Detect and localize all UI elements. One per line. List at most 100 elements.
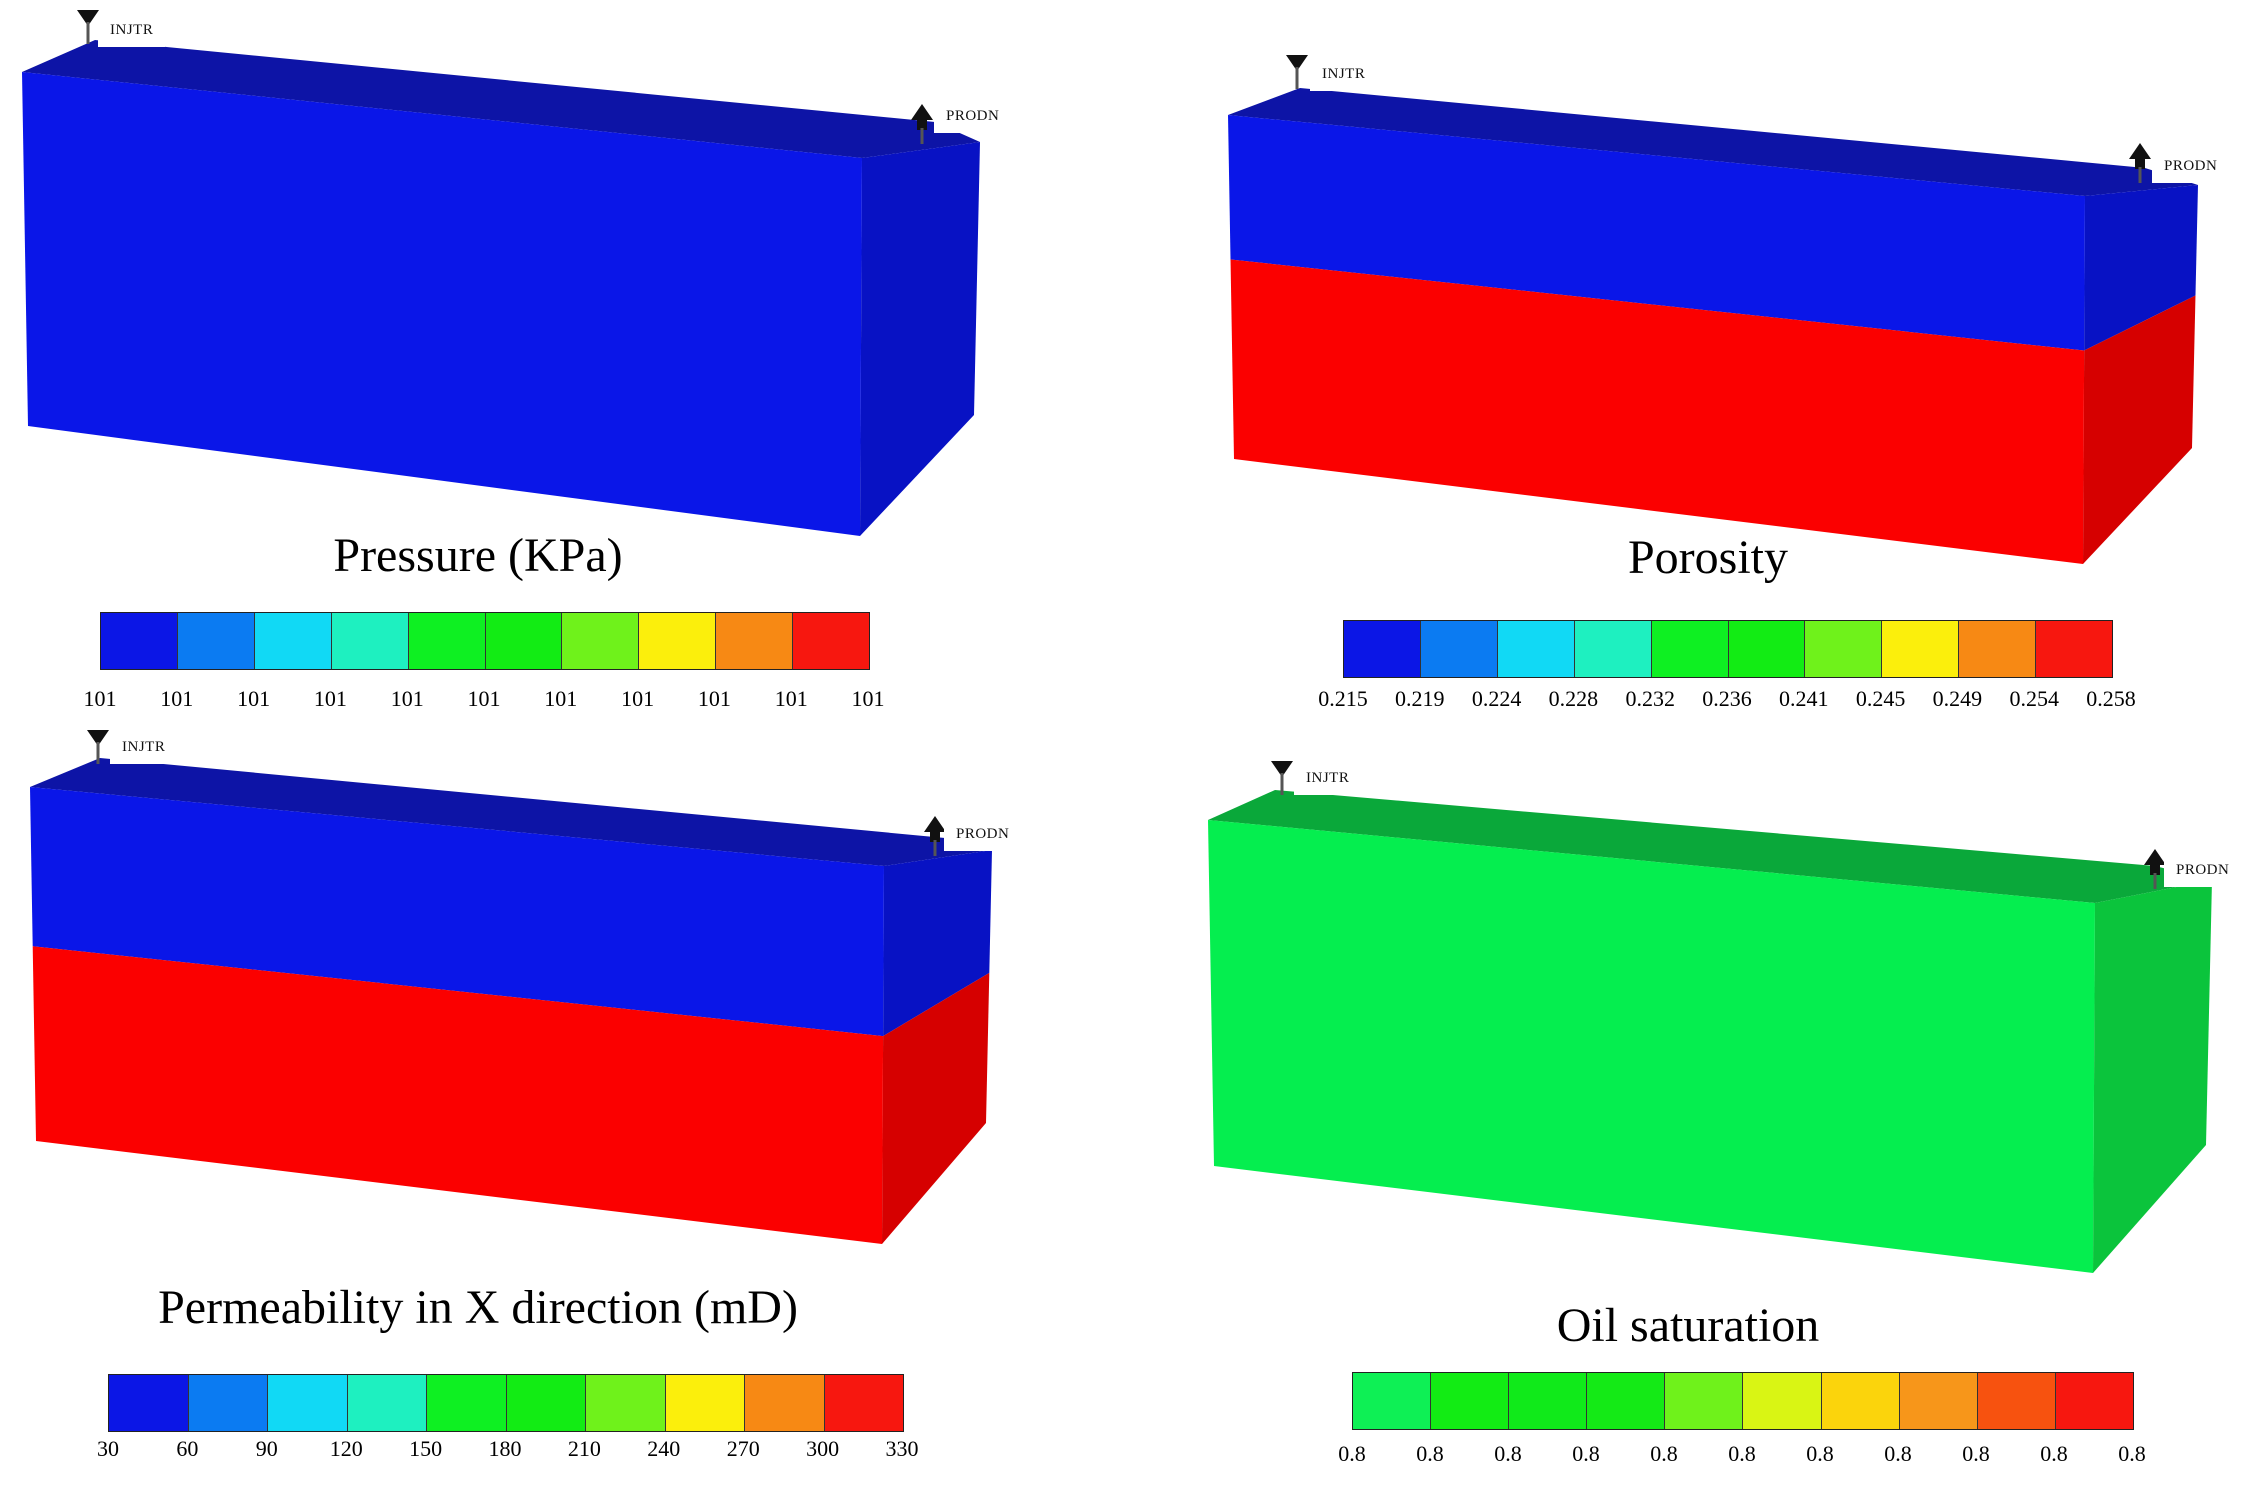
colorbar-tick-label: 90 bbox=[255, 1436, 278, 1461]
colorbar-tick-label: 270 bbox=[726, 1436, 760, 1461]
colorbar-tick-label: 0.8 bbox=[1572, 1441, 1600, 1466]
colorbar-cell bbox=[268, 1375, 348, 1431]
colorbar-cell bbox=[254, 613, 332, 669]
pressure-top-face bbox=[22, 40, 980, 158]
colorbar-cell bbox=[1353, 1373, 1432, 1429]
colorbar-cell bbox=[1743, 1373, 1822, 1429]
producer-well-icon bbox=[2144, 849, 2166, 889]
colorbar-tick-label: 101 bbox=[774, 686, 808, 711]
colorbar-tick-label: 0.8 bbox=[1494, 1441, 1522, 1466]
colorbar-cell bbox=[408, 613, 486, 669]
pressure-front-face bbox=[22, 72, 862, 536]
colorbar-tick-label: 0.241 bbox=[1779, 686, 1829, 711]
colorbar-cell bbox=[1587, 1373, 1666, 1429]
porosity-colorbar-ticks: 0.215 0.219 0.224 0.228 0.232 0.236 0.241 0.245… bbox=[1318, 686, 2136, 716]
colorbar-tick-label: 0.8 bbox=[1884, 1441, 1912, 1466]
porosity-title: Porosity bbox=[1627, 531, 1789, 584]
pressure-title: Pressure (KPa) bbox=[333, 529, 623, 582]
colorbar-tick-label: 101 bbox=[390, 686, 424, 711]
colorbar-tick-label: 0.8 bbox=[1416, 1441, 1444, 1466]
oil-saturation-block bbox=[1208, 761, 2212, 1273]
porosity-front-lower-layer bbox=[1230, 259, 2085, 564]
colorbar-tick-label: 0.215 bbox=[1318, 686, 1368, 711]
porosity-side-lower-layer bbox=[2083, 295, 2196, 564]
colorbar-cell bbox=[485, 613, 563, 669]
colorbar-tick-label: 0.8 bbox=[1338, 1441, 1366, 1466]
colorbar-tick-label: 0.254 bbox=[2009, 686, 2059, 711]
oil-saturation-title: Oil saturation bbox=[1556, 1299, 1820, 1352]
colorbar-tick-label: 0.258 bbox=[2086, 686, 2136, 711]
colorbar-cell bbox=[745, 1375, 825, 1431]
colorbar-cell bbox=[1420, 621, 1498, 677]
colorbar-cell bbox=[101, 613, 178, 669]
colorbar-tick-label: 240 bbox=[647, 1436, 681, 1461]
colorbar-tick-label: 101 bbox=[313, 686, 347, 711]
colorbar-tick-label: 0.8 bbox=[2040, 1441, 2068, 1466]
colorbar-tick-label: 0.8 bbox=[2118, 1441, 2146, 1466]
producer-well-icon bbox=[924, 816, 946, 856]
colorbar-tick-label: 0.236 bbox=[1702, 686, 1752, 711]
oil-saturation-colorbar-ticks: 0.8 0.8 0.8 0.8 0.8 0.8 0.8 0.8 0.8 0.8 0.8 bbox=[1338, 1441, 2146, 1471]
colorbar-cell bbox=[562, 613, 640, 669]
colorbar-cell bbox=[1805, 621, 1883, 677]
pressure-colorbar-ticks: 101 101 101 101 101 101 101 101 101 101 101 bbox=[84, 686, 885, 716]
colorbar-cell bbox=[793, 613, 870, 669]
colorbar-cell bbox=[1509, 1373, 1588, 1429]
oil-saturation-colorbar bbox=[1352, 1372, 2134, 1430]
injector-label: INJTR bbox=[1294, 764, 1362, 795]
colorbar-cell bbox=[177, 613, 255, 669]
colorbar-tick-label: 0.224 bbox=[1471, 686, 1522, 711]
oil-saturation-top-face bbox=[1208, 790, 2212, 903]
colorbar-cell bbox=[1899, 1373, 1978, 1429]
permeability-top-face bbox=[30, 758, 992, 866]
injector-label: INJTR bbox=[1310, 60, 1378, 91]
colorbar-cell bbox=[1651, 621, 1729, 677]
permeability-colorbar bbox=[108, 1374, 904, 1432]
colorbar-cell bbox=[188, 1375, 268, 1431]
colorbar-cell bbox=[1977, 1373, 2056, 1429]
colorbar-tick-label: 0.8 bbox=[1962, 1441, 1990, 1466]
colorbar-tick-label: 101 bbox=[697, 686, 731, 711]
colorbar-cell bbox=[1959, 621, 2037, 677]
pressure-colorbar bbox=[100, 612, 870, 670]
colorbar-tick-label: 180 bbox=[488, 1436, 522, 1461]
colorbar-tick-label: 330 bbox=[885, 1436, 919, 1461]
colorbar-cell bbox=[1344, 621, 1421, 677]
colorbar-tick-label: 30 bbox=[97, 1436, 119, 1461]
injector-well-icon bbox=[1286, 55, 1308, 89]
colorbar-tick-label: 101 bbox=[237, 686, 271, 711]
injector-well-icon bbox=[1271, 761, 1293, 795]
permeability-title: Permeability in X direction (mD) bbox=[158, 1281, 798, 1334]
permeability-block bbox=[30, 730, 992, 1244]
porosity-top-face bbox=[1228, 88, 2198, 196]
injector-label: INJTR bbox=[98, 16, 166, 47]
colorbar-cell bbox=[1821, 1373, 1900, 1429]
colorbar-tick-label: 0.245 bbox=[1855, 686, 1906, 711]
colorbar-cell bbox=[347, 1375, 427, 1431]
colorbar-cell bbox=[716, 613, 794, 669]
colorbar-tick-label: 0.8 bbox=[1728, 1441, 1756, 1466]
permeability-front-lower-layer bbox=[32, 946, 884, 1244]
colorbar-cell bbox=[665, 1375, 745, 1431]
porosity-block bbox=[1228, 55, 2198, 564]
colorbar-tick-label: 120 bbox=[329, 1436, 363, 1461]
colorbar-cell bbox=[639, 613, 717, 669]
permeability-colorbar-ticks: 30 60 90 120 150 180 210 240 270 300 330 bbox=[97, 1436, 919, 1466]
colorbar-tick-label: 101 bbox=[621, 686, 655, 711]
producer-well-icon bbox=[2129, 143, 2151, 183]
porosity-colorbar bbox=[1343, 620, 2113, 678]
porosity-front-upper-layer bbox=[1228, 115, 2085, 351]
colorbar-tick-label: 150 bbox=[409, 1436, 443, 1461]
colorbar-tick-label: 101 bbox=[467, 686, 501, 711]
colorbar-tick-label: 101 bbox=[544, 686, 578, 711]
injector-well-icon bbox=[77, 10, 99, 44]
injector-label: INJTR bbox=[110, 733, 178, 764]
colorbar-cell bbox=[1728, 621, 1806, 677]
oil-saturation-side-face bbox=[2093, 880, 2212, 1273]
producer-label: PRODN bbox=[934, 102, 1012, 133]
pressure-block bbox=[22, 10, 980, 536]
colorbar-cell bbox=[2055, 1373, 2133, 1429]
colorbar-tick-label: 210 bbox=[567, 1436, 601, 1461]
colorbar-tick-label: 0.228 bbox=[1548, 686, 1599, 711]
colorbar-cell bbox=[427, 1375, 507, 1431]
